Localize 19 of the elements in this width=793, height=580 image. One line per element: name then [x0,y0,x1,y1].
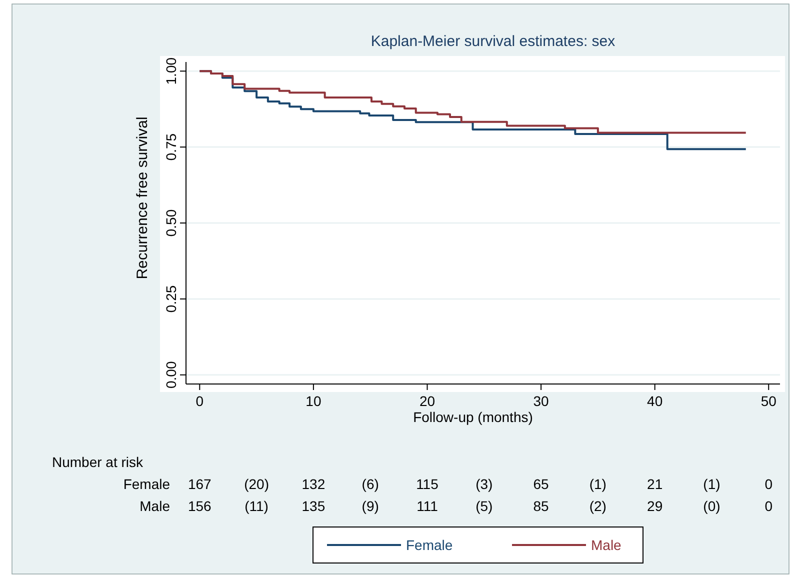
y-tick-label: 0.50 [163,209,179,237]
text: Female 167 (20) 132 (6) 115 (3) 65 (1) 21 (1) 0 [123,476,773,492]
y-tick-label: 0.25 [163,285,179,313]
y-tick-label: 0.00 [163,361,179,389]
text: Male [591,537,622,553]
y-tick-label: 0.75 [163,133,179,161]
text: Female [406,537,453,553]
x-tick-label: 50 [760,393,777,409]
x-tick-label: 0 [196,393,204,409]
chart-title: Kaplan-Meier survival estimates: sex [370,33,616,50]
x-axis-title: Follow-up (months) [413,409,533,425]
x-tick-label: 40 [647,393,663,409]
y-tick-label: 1.00 [163,57,179,85]
x-tick-label: 10 [306,393,322,409]
x-tick-label: 30 [533,393,550,409]
text: Number at risk [52,454,144,470]
y-axis-title: Recurrence free survival [134,116,151,280]
x-tick-label: 20 [419,393,436,409]
text: Male 156 (11) 135 (9) 111 (5) 85 (2) 29 (0) 0 [140,498,773,514]
